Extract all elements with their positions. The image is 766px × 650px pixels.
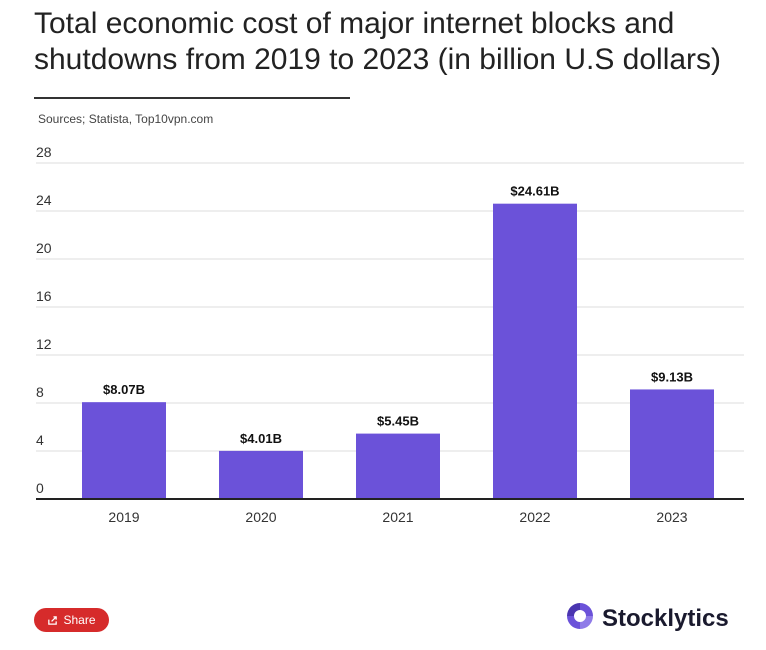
bar-chart: 0 4 8 12 16 20 24 28 $8.07B 2019 $4.01B 2020 $5.45B 2… xyxy=(36,144,744,525)
bar-2019 xyxy=(82,402,166,499)
bar-2022 xyxy=(493,203,577,499)
data-label: $8.07B xyxy=(103,382,145,397)
x-tick-label: 2022 xyxy=(519,509,550,525)
title-divider xyxy=(34,97,350,99)
bar-2021 xyxy=(356,433,440,499)
bar-2020 xyxy=(219,450,303,499)
y-tick-label: 12 xyxy=(36,336,52,352)
data-label: $5.45B xyxy=(377,414,419,429)
brand-name: Stocklytics xyxy=(602,604,729,632)
data-label: $9.13B xyxy=(651,369,693,384)
y-tick-label: 28 xyxy=(36,144,52,160)
chart-title: Total economic cost of major internet bl… xyxy=(34,7,722,76)
stocklytics-logo-icon xyxy=(564,600,596,637)
x-tick-label: 2019 xyxy=(108,509,139,525)
brand-logo[interactable]: Stocklytics xyxy=(564,600,729,637)
y-tick-label: 16 xyxy=(36,288,52,304)
y-tick-label: 24 xyxy=(36,192,52,208)
y-tick-label: 0 xyxy=(36,480,44,496)
x-tick-label: 2021 xyxy=(382,509,413,525)
y-tick-label: 8 xyxy=(36,384,44,400)
share-button[interactable]: Share xyxy=(34,608,109,632)
bar-2023 xyxy=(630,389,714,499)
share-icon xyxy=(47,615,58,626)
x-tick-label: 2023 xyxy=(656,509,687,525)
data-label: $24.61B xyxy=(510,184,559,199)
sources-note: Sources; Statista, Top10vpn.com xyxy=(38,112,214,126)
data-label: $4.01B xyxy=(240,431,282,446)
share-label: Share xyxy=(63,613,96,627)
x-tick-label: 2020 xyxy=(245,509,276,525)
y-tick-label: 20 xyxy=(36,240,52,256)
y-tick-label: 4 xyxy=(36,432,44,448)
